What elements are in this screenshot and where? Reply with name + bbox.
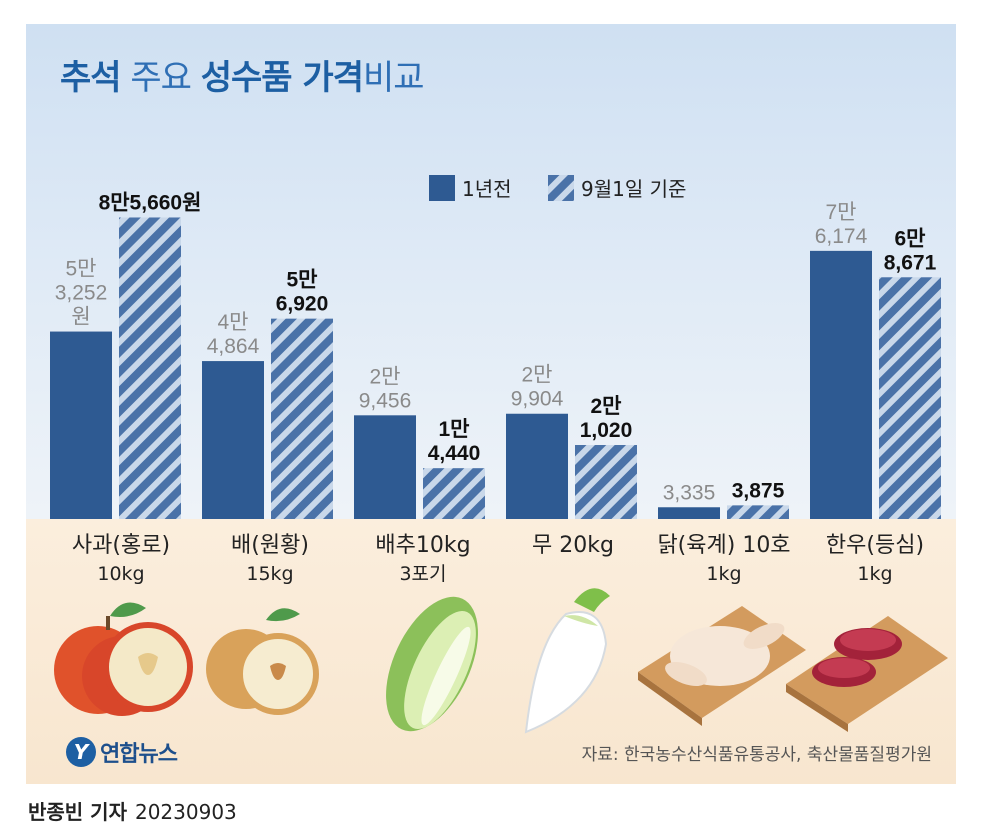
bar-prev-year bbox=[506, 413, 568, 519]
category-name: 무 20kg bbox=[532, 533, 614, 558]
value-label-prev: 5만 3,252 원 bbox=[55, 258, 108, 329]
beef-illustration bbox=[786, 616, 948, 732]
bar-current bbox=[271, 318, 333, 519]
legend-swatch-prev bbox=[429, 175, 455, 201]
title-part-4: 비교 bbox=[363, 58, 425, 98]
bar-prev-year bbox=[658, 507, 720, 519]
category-name: 배(원황) bbox=[231, 533, 309, 558]
apple-illustration bbox=[54, 602, 193, 716]
bar-current bbox=[727, 505, 789, 519]
category-sub: 3포기 bbox=[399, 563, 447, 585]
bar-prev-year bbox=[50, 331, 112, 519]
value-label-prev: 2만 9,904 bbox=[511, 364, 564, 411]
category-label: 무 20kg bbox=[478, 532, 668, 560]
byline: 반종빈 기자 20230903 bbox=[28, 796, 237, 825]
legend-label-prev: 1년전 bbox=[462, 177, 512, 201]
value-label-prev: 2만 9,456 bbox=[359, 365, 412, 412]
bar-current bbox=[423, 468, 485, 519]
yonhap-logo-icon: Y bbox=[66, 737, 96, 767]
category-label: 사과(홍로) 10kg bbox=[26, 532, 216, 588]
logo-text: 연합뉴스 bbox=[100, 742, 178, 767]
value-label-prev: 3,335 bbox=[663, 481, 716, 504]
category-name: 한우(등심) bbox=[825, 533, 925, 558]
pear-illustration bbox=[206, 608, 319, 715]
source-note: 자료: 한국농수산식품유통공사, 축산물품질평가원 bbox=[581, 745, 932, 765]
category-label: 배추10kg 3포기 bbox=[328, 532, 518, 588]
bar-current bbox=[575, 445, 637, 519]
bar-prev-year bbox=[202, 361, 264, 519]
category-name: 배추10kg bbox=[375, 533, 471, 558]
bar-current bbox=[119, 217, 181, 519]
bar-prev-year bbox=[354, 415, 416, 519]
category-sub: 15kg bbox=[246, 563, 294, 585]
value-label-current: 3,875 bbox=[732, 479, 785, 502]
legend-label-cur: 9월1일 기준 bbox=[581, 177, 686, 201]
radish-illustration bbox=[524, 588, 610, 734]
category-label: 배(원황) 15kg bbox=[175, 532, 365, 588]
infographic-card: 1년전 9월1일 기준 5만 3,252 원 8만5,660원 4만 4,864 5만 6,9… bbox=[26, 24, 956, 784]
category-sub: 1kg bbox=[857, 563, 893, 585]
chart-title: 추석 주요 성수품 가격비교 bbox=[60, 50, 425, 99]
category-sub: 10kg bbox=[97, 563, 145, 585]
category-name: 닭(육계) 10호 bbox=[657, 533, 791, 558]
category-label: 한우(등심) 1kg bbox=[780, 532, 956, 588]
yonhap-logo: Y 연합뉴스 bbox=[66, 736, 178, 768]
value-label-current: 5만 6,920 bbox=[276, 269, 329, 316]
cabbage-illustration bbox=[386, 596, 478, 732]
byline-date: 20230903 bbox=[134, 800, 237, 824]
value-label-current: 8만5,660원 bbox=[99, 191, 202, 214]
title-part-2: 주요 bbox=[120, 58, 201, 98]
byline-name: 반종빈 기자 bbox=[28, 800, 127, 824]
category-label: 닭(육계) 10호 1kg bbox=[629, 532, 819, 588]
bar-chart: 1년전 9월1일 기준 5만 3,252 원 8만5,660원 4만 4,864 5만 6,9… bbox=[50, 175, 948, 734]
chicken-illustration bbox=[638, 606, 806, 726]
title-part-1: 추석 bbox=[60, 58, 122, 98]
value-label-current: 2만 1,020 bbox=[580, 395, 633, 442]
value-label-prev: 4만 4,864 bbox=[207, 311, 260, 358]
title-part-3: 성수품 가격 bbox=[200, 58, 364, 98]
category-name: 사과(홍로) bbox=[71, 533, 171, 558]
legend-swatch-cur bbox=[548, 175, 574, 201]
bar-prev-year bbox=[810, 250, 872, 519]
value-label-prev: 7만 6,174 bbox=[815, 201, 868, 248]
value-label-current: 1만 4,440 bbox=[428, 418, 481, 465]
value-label-current: 6만 8,671 bbox=[884, 227, 937, 274]
category-sub: 1kg bbox=[706, 563, 742, 585]
bar-current bbox=[879, 277, 941, 519]
